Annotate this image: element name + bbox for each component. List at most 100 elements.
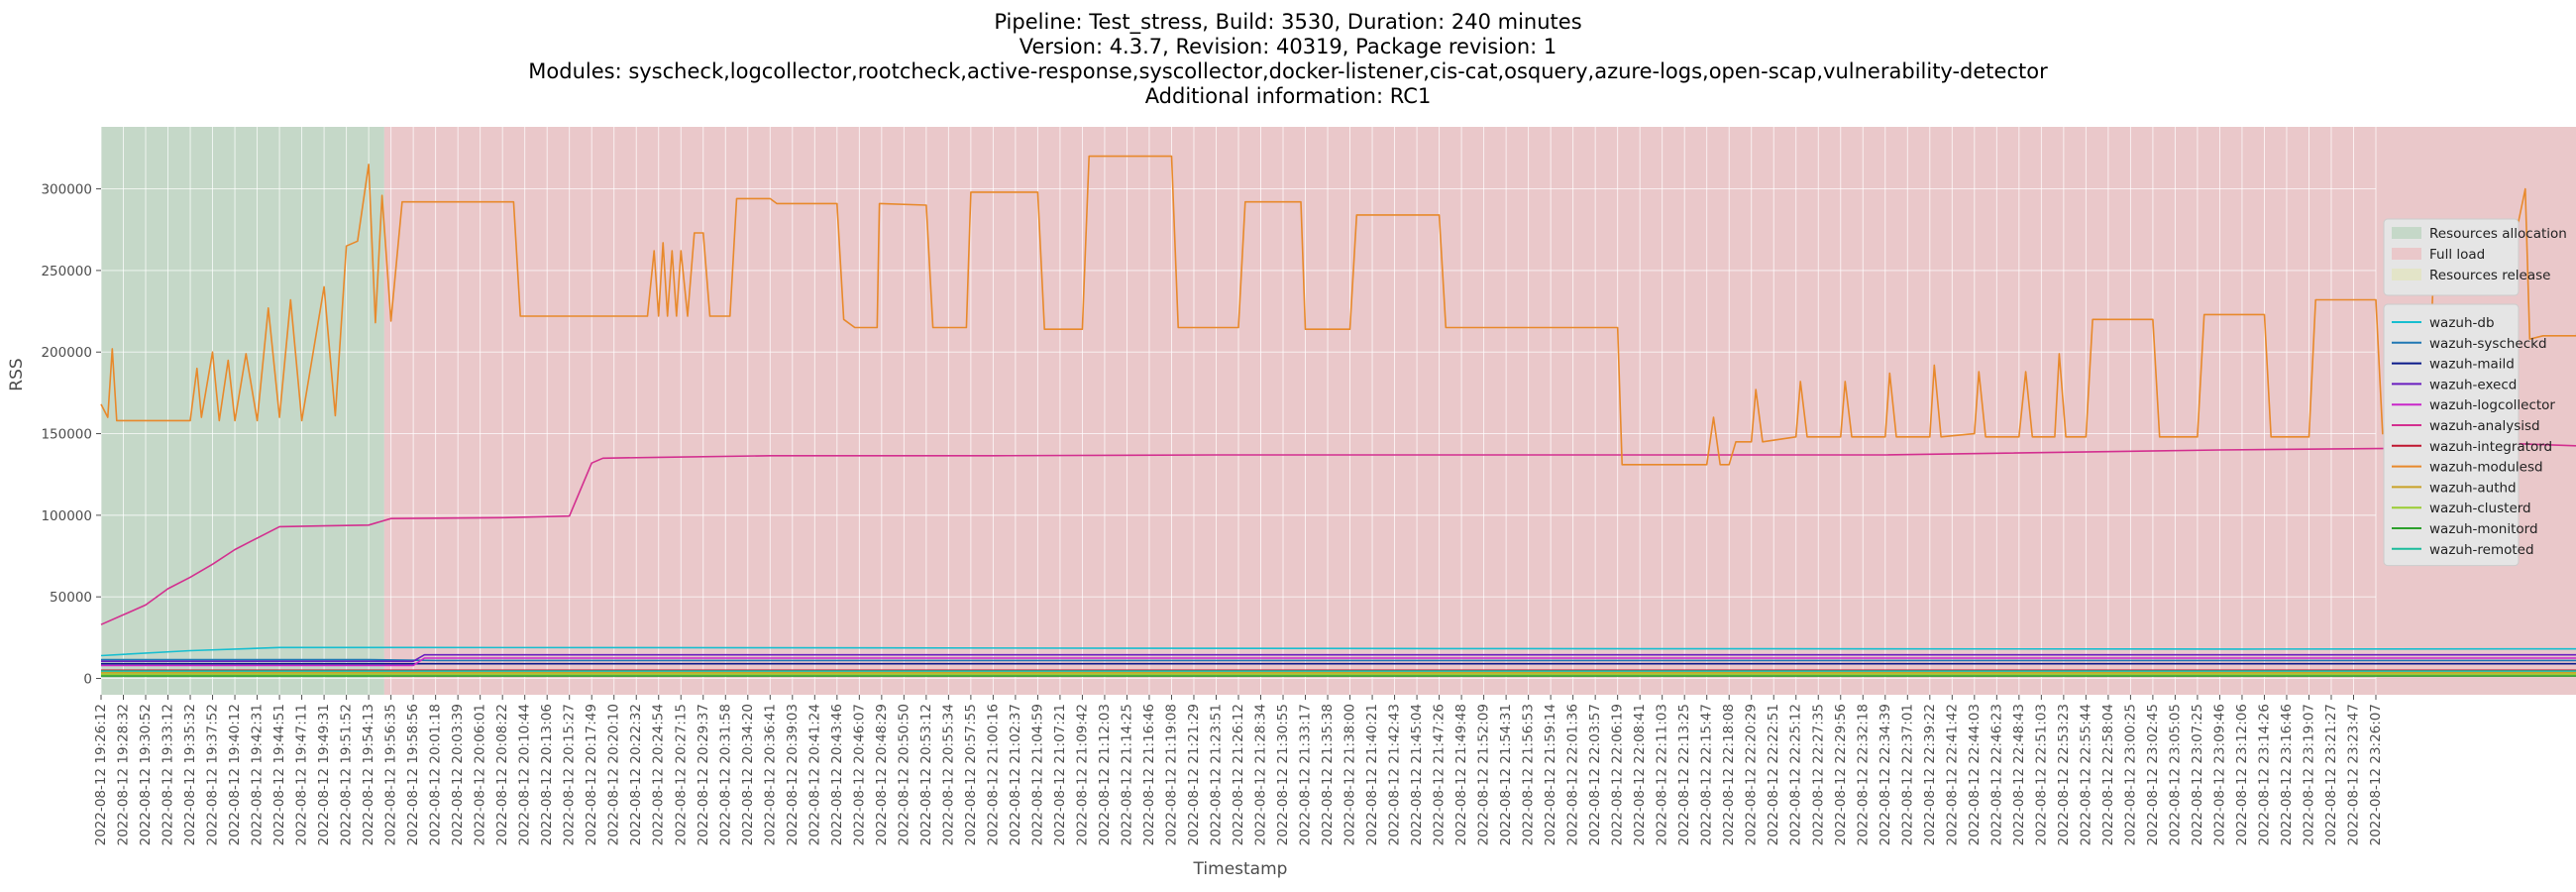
x-tick-label: 2022-08-12 22:41:42 — [1944, 704, 1960, 845]
phase-legend-label: Resources allocation — [2429, 226, 2567, 242]
x-tick-label: 2022-08-12 23:26:07 — [2368, 704, 2384, 845]
phase-legend-label: Resources release — [2429, 268, 2550, 283]
x-tick-label: 2022-08-12 20:22:32 — [628, 704, 644, 845]
series-legend-label: wazuh-db — [2429, 315, 2495, 331]
x-tick-label: 2022-08-12 22:58:04 — [2100, 704, 2116, 845]
y-tick-label: 300000 — [41, 182, 92, 198]
x-tick-label: 2022-08-12 21:30:55 — [1275, 704, 1291, 845]
series-legend-label: wazuh-remoted — [2429, 542, 2534, 558]
y-axis: 0 50000 100000 150000 200000 250000 300000 — [41, 182, 101, 688]
legend: Resources allocation Full load Resources r… — [2383, 218, 2567, 567]
series-legend-box — [2383, 303, 2520, 567]
x-tick-label: 2022-08-12 21:19:08 — [1163, 704, 1179, 845]
x-tick-label: 2022-08-12 20:34:20 — [740, 704, 756, 845]
x-tick-label: 2022-08-12 21:07:21 — [1052, 704, 1068, 845]
x-tick-label: 2022-08-12 20:03:39 — [450, 704, 466, 845]
x-tick-label: 2022-08-12 20:43:46 — [829, 704, 845, 845]
series-legend-label: wazuh-maild — [2429, 357, 2515, 373]
series-lines — [100, 155, 2576, 677]
x-tick-label: 2022-08-12 21:49:48 — [1453, 704, 1469, 845]
x-tick-label: 2022-08-12 20:50:50 — [896, 704, 912, 845]
x-tick-label: 2022-08-12 21:33:17 — [1298, 704, 1314, 845]
phase-bands — [101, 127, 2576, 695]
x-tick-label: 2022-08-12 20:10:44 — [517, 704, 533, 845]
x-tick-label: 2022-08-12 20:20:10 — [606, 704, 622, 845]
x-tick-label: 2022-08-12 21:09:42 — [1074, 704, 1090, 845]
x-tick-label: 2022-08-12 21:28:34 — [1253, 704, 1269, 845]
x-tick-label: 2022-08-12 20:08:22 — [494, 704, 510, 845]
x-axis-label: Timestamp — [1193, 859, 1288, 879]
x-tick-label: 2022-08-12 19:26:12 — [93, 704, 109, 845]
x-tick-label: 2022-08-12 22:29:56 — [1833, 704, 1849, 845]
x-tick-label: 2022-08-12 19:37:52 — [205, 704, 221, 845]
x-tick-label: 2022-08-12 22:53:23 — [2056, 704, 2072, 845]
y-tick-label: 0 — [83, 672, 92, 688]
y-tick-label: 250000 — [41, 264, 92, 279]
x-tick-label: 2022-08-12 23:23:47 — [2345, 704, 2361, 845]
x-tick-label: 2022-08-12 22:32:18 — [1855, 704, 1871, 845]
x-tick-label: 2022-08-12 22:20:29 — [1744, 704, 1760, 845]
y-tick-label: 200000 — [41, 345, 92, 361]
series-legend-label: wazuh-integratord — [2429, 439, 2552, 455]
title-line-4: Additional information: RC1 — [1144, 84, 1432, 108]
x-tick-label: 2022-08-12 19:30:52 — [138, 704, 154, 845]
x-tick-label: 2022-08-12 20:17:49 — [584, 704, 599, 845]
x-tick-label: 2022-08-12 20:27:15 — [673, 704, 689, 845]
series-legend-label: wazuh-monitord — [2429, 521, 2538, 537]
x-tick-label: 2022-08-12 22:08:41 — [1632, 704, 1648, 845]
x-tick-label: 2022-08-12 20:06:01 — [473, 704, 488, 845]
series-line-wazuh-db — [100, 646, 2576, 657]
x-tick-label: 2022-08-12 22:01:36 — [1565, 704, 1581, 845]
x-tick-label: 2022-08-12 21:47:26 — [1432, 704, 1448, 845]
series-legend-label: wazuh-execd — [2429, 377, 2517, 392]
x-tick-label: 2022-08-12 23:19:07 — [2301, 704, 2316, 845]
title-line-2: Version: 4.3.7, Revision: 40319, Package… — [1019, 35, 1557, 58]
x-tick-label: 2022-08-12 22:39:22 — [1922, 704, 1938, 845]
x-tick-label: 2022-08-12 20:31:58 — [717, 704, 733, 845]
phase-legend-swatch — [2392, 269, 2421, 280]
y-axis-label: RSS — [7, 358, 27, 390]
x-tick-label: 2022-08-12 22:37:01 — [1899, 704, 1915, 845]
series-line-wazuh-logcollector — [101, 657, 2576, 667]
x-tick-label: 2022-08-12 21:56:53 — [1521, 704, 1537, 845]
x-tick-label: 2022-08-12 23:09:46 — [2211, 704, 2227, 845]
series-legend-label: wazuh-clusterd — [2429, 501, 2531, 516]
series-legend-label: wazuh-modulesd — [2429, 460, 2543, 476]
x-tick-label: 2022-08-12 20:15:27 — [562, 704, 578, 845]
x-axis: 2022-08-12 19:26:12 2022-08-12 19:28:32 20… — [93, 695, 2384, 845]
x-tick-label: 2022-08-12 20:29:37 — [696, 704, 711, 845]
x-tick-label: 2022-08-12 21:16:46 — [1141, 704, 1157, 845]
chart-title: Pipeline: Test_stress, Build: 3530, Dura… — [0, 10, 2576, 109]
x-tick-label: 2022-08-12 23:07:25 — [2190, 704, 2205, 845]
phase-band-2 — [383, 127, 2576, 695]
y-tick-label: 50000 — [50, 590, 92, 606]
x-tick-label: 2022-08-12 22:27:35 — [1810, 704, 1826, 845]
x-tick-label: 2022-08-12 22:18:08 — [1721, 704, 1737, 845]
x-tick-label: 2022-08-12 21:04:59 — [1029, 704, 1045, 845]
x-tick-label: 2022-08-12 22:06:19 — [1610, 704, 1626, 845]
x-tick-label: 2022-08-12 19:49:31 — [316, 704, 332, 845]
x-tick-label: 2022-08-12 21:26:12 — [1231, 704, 1246, 845]
x-tick-label: 2022-08-12 22:48:43 — [2011, 704, 2027, 845]
x-tick-label: 2022-08-12 21:38:00 — [1342, 704, 1358, 845]
x-tick-label: 2022-08-12 22:22:51 — [1766, 704, 1781, 845]
x-tick-label: 2022-08-12 20:41:24 — [806, 704, 822, 845]
x-tick-label: 2022-08-12 19:42:31 — [250, 704, 266, 845]
x-tick-label: 2022-08-12 19:56:35 — [383, 704, 399, 845]
x-tick-label: 2022-08-12 21:35:38 — [1320, 704, 1336, 845]
x-tick-label: 2022-08-12 19:40:12 — [227, 704, 243, 845]
y-tick-label: 150000 — [41, 427, 92, 443]
x-tick-label: 2022-08-12 21:40:21 — [1364, 704, 1380, 845]
grid-lines — [100, 127, 2377, 695]
x-tick-label: 2022-08-12 23:21:27 — [2323, 704, 2339, 845]
x-tick-label: 2022-08-12 20:53:12 — [918, 704, 934, 845]
phase-legend-swatch — [2392, 227, 2421, 239]
series-legend-label: wazuh-analysisd — [2429, 418, 2540, 434]
x-tick-label: 2022-08-12 22:03:57 — [1587, 704, 1603, 845]
series-line-wazuh-modulesd — [100, 155, 2576, 466]
x-tick-label: 2022-08-12 20:48:29 — [874, 704, 890, 845]
x-tick-label: 2022-08-12 20:13:06 — [539, 704, 555, 845]
x-tick-label: 2022-08-12 20:36:41 — [762, 704, 778, 845]
x-tick-label: 2022-08-12 22:44:03 — [1967, 704, 1983, 845]
y-tick-label: 100000 — [41, 508, 92, 524]
